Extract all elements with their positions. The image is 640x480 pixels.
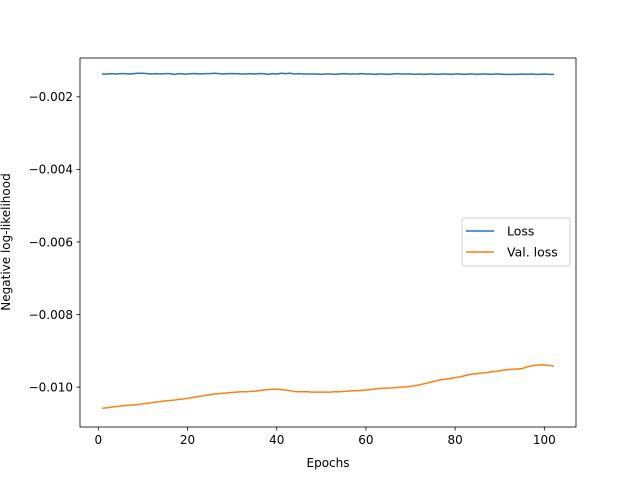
x-tick-label: 0 — [94, 433, 102, 447]
x-tick-label: 60 — [358, 433, 373, 447]
y-tick-label: −0.006 — [29, 235, 73, 249]
legend: Loss Val. loss — [461, 217, 571, 267]
x-tick-label: 100 — [533, 433, 556, 447]
y-tick-label: −0.004 — [29, 163, 73, 177]
x-axis-label: Epochs — [307, 456, 350, 470]
y-axis-label: Negative log-likelihood — [0, 173, 13, 310]
y-tick-label: −0.002 — [29, 90, 73, 104]
legend-box — [461, 217, 571, 267]
x-tick-label: 40 — [269, 433, 284, 447]
axes-frame — [79, 57, 577, 428]
legend-label-val-loss: Val. loss — [507, 245, 558, 260]
plot-area — [79, 57, 577, 428]
x-axis-ticks: 0 20 40 60 80 100 — [94, 427, 556, 447]
series-line-val-loss — [101, 364, 555, 409]
legend-label-loss: Loss — [507, 224, 534, 239]
y-axis-ticks: −0.010 −0.008 −0.006 −0.004 −0.002 — [29, 90, 80, 394]
series-line-loss — [102, 72, 554, 76]
x-tick-label: 80 — [447, 433, 462, 447]
y-tick-label: −0.010 — [29, 380, 73, 394]
x-tick-label: 20 — [180, 433, 195, 447]
y-tick-label: −0.008 — [29, 308, 73, 322]
